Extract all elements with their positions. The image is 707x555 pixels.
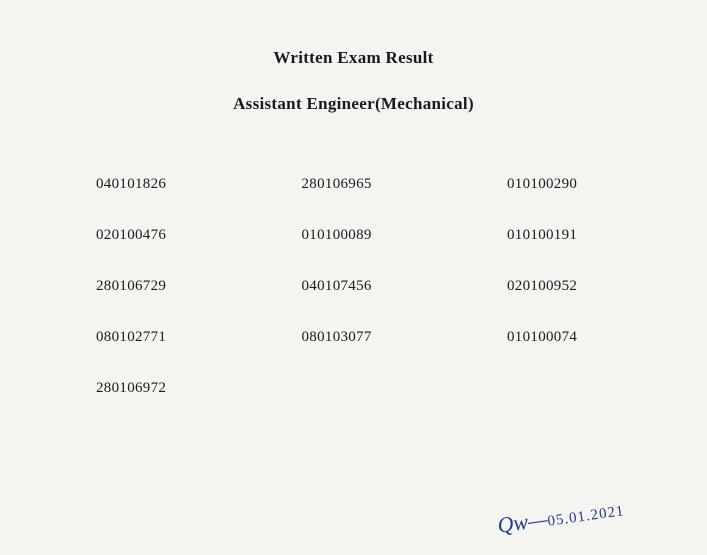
result-row: 080102771 080103077 010100074 (96, 329, 617, 346)
result-cell: 040107456 (302, 278, 412, 295)
result-cell: 280106972 (96, 380, 206, 397)
result-row: 020100476 010100089 010100191 (96, 227, 617, 244)
signature-mark: Qw— (496, 506, 549, 538)
result-cell (507, 380, 617, 397)
result-cell: 020100952 (507, 278, 617, 295)
result-cell: 010100074 (507, 329, 617, 346)
result-cell: 040101826 (96, 176, 206, 193)
result-cell: 010100290 (507, 176, 617, 193)
result-row: 280106729 040107456 020100952 (96, 278, 617, 295)
result-cell: 010100089 (302, 227, 412, 244)
signature-block: Qw— 05.01.2021 (496, 496, 626, 538)
page-subtitle: Assistant Engineer(Mechanical) (0, 94, 707, 114)
result-cell: 080103077 (302, 329, 412, 346)
document-page: Written Exam Result Assistant Engineer(M… (0, 0, 707, 555)
result-cell: 280106729 (96, 278, 206, 295)
result-cell: 020100476 (96, 227, 206, 244)
page-title: Written Exam Result (0, 48, 707, 68)
result-row: 040101826 280106965 010100290 (96, 176, 617, 193)
result-cell: 010100191 (507, 227, 617, 244)
result-cell (302, 380, 412, 397)
signature-date: 05.01.2021 (547, 503, 626, 530)
result-cell: 280106965 (302, 176, 412, 193)
result-cell: 080102771 (96, 329, 206, 346)
result-row: 280106972 (96, 380, 617, 397)
results-grid: 040101826 280106965 010100290 020100476 … (0, 176, 707, 397)
